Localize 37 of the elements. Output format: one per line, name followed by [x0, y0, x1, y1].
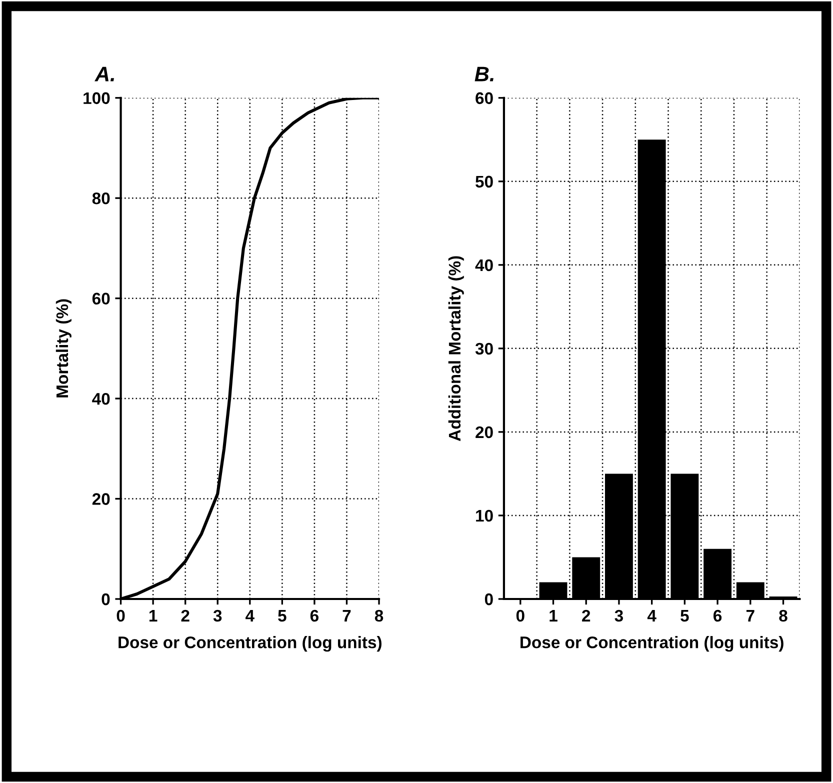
- y-tick-label: 40: [475, 259, 493, 272]
- x-tick-label: 8: [779, 610, 788, 622]
- x-tick-label: 4: [246, 610, 254, 622]
- x-axis-title: Dose or Concentration (log units): [520, 636, 784, 652]
- y-tick-label: 60: [92, 292, 110, 305]
- y-tick-label: 20: [476, 426, 493, 438]
- x-tick-label: 5: [680, 610, 689, 622]
- x-tick-label: 8: [374, 610, 384, 622]
- x-tick-label: 7: [746, 610, 754, 622]
- x-tick-label: 5: [278, 610, 286, 622]
- y-tick-label: 20: [92, 493, 110, 505]
- x-axis-title: Dose or Concentration (log units): [118, 636, 382, 652]
- y-tick-label: 60: [476, 92, 493, 104]
- x-tick-label: 3: [614, 610, 623, 622]
- y-axis-title: Additional Mortality (%): [448, 256, 464, 442]
- y-tick-label: 100: [84, 92, 110, 104]
- x-tick-label: 2: [181, 610, 190, 622]
- chart-title: A.: [94, 66, 114, 82]
- x-tick-label: 2: [582, 610, 590, 622]
- y-tick-label: 40: [92, 392, 110, 405]
- x-tick-label: 0: [116, 610, 125, 622]
- y-tick-label: 0: [102, 593, 110, 606]
- x-tick-label: 3: [213, 610, 222, 622]
- x-tick-label: 1: [149, 610, 158, 622]
- y-tick-label: 0: [484, 593, 493, 606]
- y-tick-label: 10: [476, 510, 493, 522]
- x-tick-label: 1: [550, 610, 558, 622]
- y-tick-label: 30: [475, 342, 493, 355]
- x-tick-label: 6: [310, 610, 318, 622]
- x-tick-label: 7: [342, 610, 351, 622]
- x-tick-label: 0: [516, 610, 524, 622]
- x-tick-label: 6: [714, 610, 722, 622]
- x-tick-label: 4: [647, 610, 656, 622]
- y-tick-label: 50: [476, 176, 493, 188]
- chart-title: B.: [474, 66, 494, 82]
- y-tick-label: 80: [92, 192, 110, 204]
- y-axis-title: Mortality (%): [56, 299, 72, 398]
